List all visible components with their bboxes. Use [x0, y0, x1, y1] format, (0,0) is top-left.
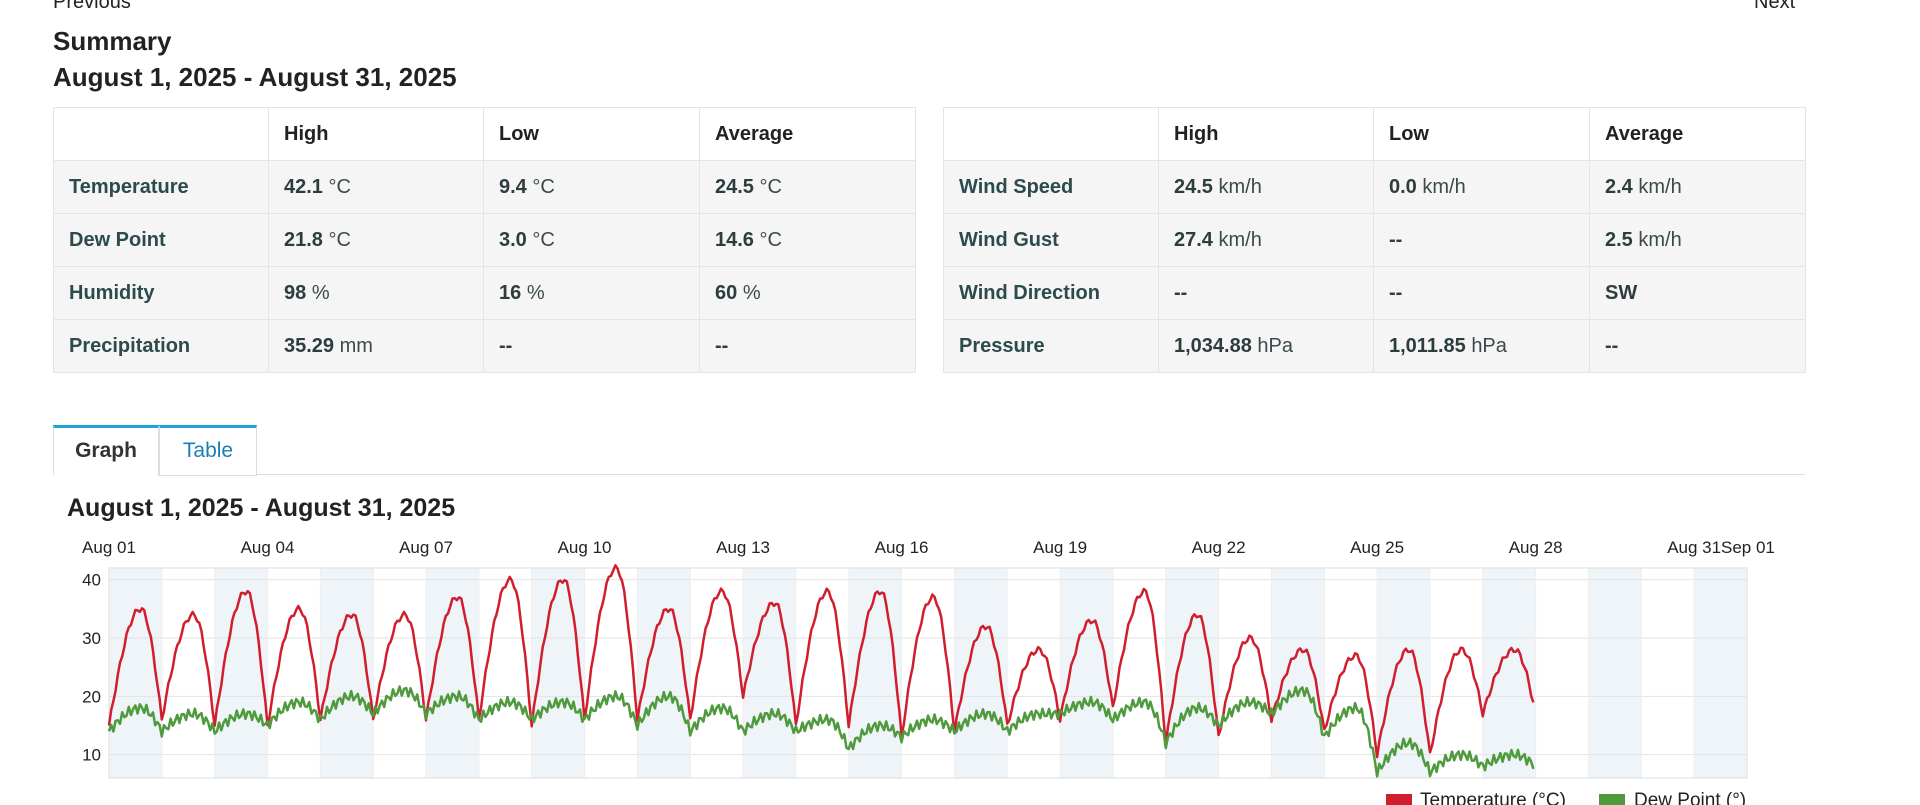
y-tick-label: 20 — [82, 687, 101, 706]
table-row: Pressure 1,034.88 hPa 1,011.85 hPa -- — [943, 319, 1806, 373]
chart-band — [1165, 568, 1219, 778]
cell-low: 0.0 km/h — [1373, 160, 1590, 214]
table-row: Temperature 42.1 °C 9.4 °C 24.5 °C — [53, 160, 916, 214]
row-label: Dew Point — [53, 213, 269, 267]
row-label: Humidity — [53, 266, 269, 320]
header-average: Average — [1589, 107, 1806, 161]
series-line-temperature[interactable] — [107, 564, 1535, 759]
cell-high: 27.4 km/h — [1158, 213, 1374, 267]
summary-table-right: High Low Average Wind Speed 24.5 km/h 0.… — [943, 107, 1806, 373]
cell-low: 16 % — [483, 266, 700, 320]
x-tick-label: Aug 10 — [558, 538, 612, 557]
cell-high: 42.1 °C — [268, 160, 484, 214]
table-header-row: High Low Average — [53, 107, 916, 161]
cell-average: 60 % — [699, 266, 916, 320]
next-link[interactable]: Next — [1754, 0, 1796, 13]
x-tick-label: Aug 31 — [1667, 538, 1721, 557]
x-tick-label: Aug 07 — [399, 538, 453, 557]
chart-band — [1588, 568, 1642, 778]
chart-band — [1271, 568, 1325, 778]
chart-band — [954, 568, 1008, 778]
y-tick-label: 40 — [82, 571, 101, 590]
chart-band — [1694, 568, 1747, 778]
summary-table-left: High Low Average Temperature 42.1 °C 9.4… — [53, 107, 916, 373]
legend-label-temperature[interactable]: Temperature (°C) — [1420, 790, 1566, 805]
x-tick-label: Aug 13 — [716, 538, 770, 557]
x-tick-label: Aug 25 — [1350, 538, 1404, 557]
series-line-dewpoint[interactable] — [107, 685, 1535, 778]
plot-frame — [108, 567, 1748, 779]
view-tabs: Graph Table — [53, 425, 1805, 476]
summary-date-range: August 1, 2025 - August 31, 2025 — [53, 62, 457, 92]
x-tick-label: Aug 16 — [875, 538, 929, 557]
header-high: High — [1158, 107, 1374, 161]
legend-label-dewpoint[interactable]: Dew Point (°) — [1634, 790, 1746, 805]
x-tick-label: Aug 28 — [1509, 538, 1563, 557]
summary-title: Summary — [53, 26, 172, 56]
x-tick-label: Aug 19 — [1033, 538, 1087, 557]
x-tick-label: Aug 04 — [241, 538, 295, 557]
cell-low: -- — [1373, 266, 1590, 320]
chart-band — [743, 568, 796, 778]
y-tick-label: 10 — [82, 746, 101, 765]
cell-low: 9.4 °C — [483, 160, 700, 214]
header-empty — [943, 107, 1159, 161]
x-tick-label: Aug 22 — [1192, 538, 1246, 557]
cell-high: -- — [1158, 266, 1374, 320]
cell-low: 3.0 °C — [483, 213, 700, 267]
previous-link[interactable]: Previous — [53, 0, 131, 13]
cell-average: -- — [699, 319, 916, 373]
cell-high: 1,034.88 hPa — [1158, 319, 1374, 373]
legend-swatch-dewpoint — [1599, 794, 1625, 805]
header-low: Low — [483, 107, 700, 161]
legend-swatch-temperature — [1386, 794, 1412, 805]
x-tick-label: Sep 01 — [1721, 538, 1775, 557]
cell-average: 24.5 °C — [699, 160, 916, 214]
tab-table[interactable]: Table — [159, 425, 257, 476]
cell-low: -- — [1373, 213, 1590, 267]
header-average: Average — [699, 107, 916, 161]
cell-average: 14.6 °C — [699, 213, 916, 267]
table-row: Wind Gust 27.4 km/h -- 2.5 km/h — [943, 213, 1806, 267]
chart-title: August 1, 2025 - August 31, 2025 — [67, 494, 455, 522]
header-empty — [53, 107, 269, 161]
x-tick-label: Aug 01 — [82, 538, 136, 557]
cell-average: -- — [1589, 319, 1806, 373]
row-label: Pressure — [943, 319, 1159, 373]
tab-graph[interactable]: Graph — [53, 425, 159, 476]
table-row: Precipitation 35.29 mm -- -- — [53, 319, 916, 373]
table-row: Dew Point 21.8 °C 3.0 °C 14.6 °C — [53, 213, 916, 267]
header-high: High — [268, 107, 484, 161]
cell-low: 1,011.85 hPa — [1373, 319, 1590, 373]
chart-band — [1377, 568, 1430, 778]
cell-low: -- — [483, 319, 700, 373]
row-label: Precipitation — [53, 319, 269, 373]
table-row: Wind Direction -- -- SW — [943, 266, 1806, 320]
cell-high: 35.29 mm — [268, 319, 484, 373]
chart-band — [1060, 568, 1113, 778]
y-tick-label: 30 — [82, 629, 101, 648]
row-label: Wind Speed — [943, 160, 1159, 214]
table-row: Humidity 98 % 16 % 60 % — [53, 266, 916, 320]
row-label: Temperature — [53, 160, 269, 214]
row-label: Wind Gust — [943, 213, 1159, 267]
row-label: Wind Direction — [943, 266, 1159, 320]
cell-high: 21.8 °C — [268, 213, 484, 267]
